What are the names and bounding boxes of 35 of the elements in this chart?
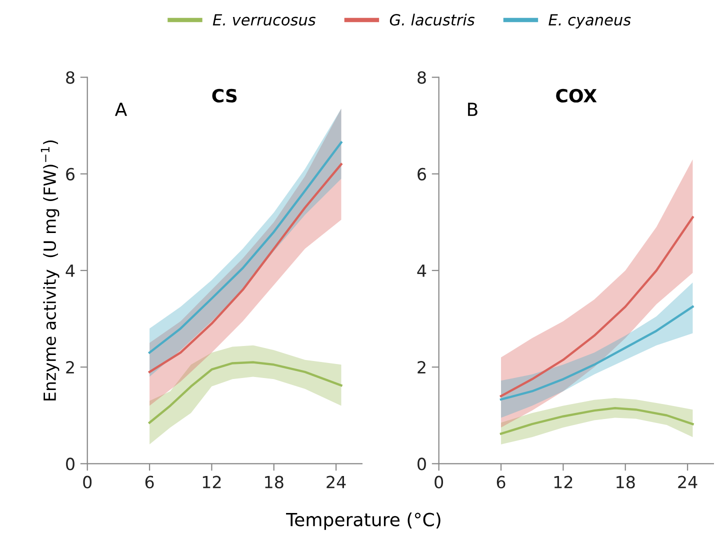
line-series bbox=[148, 361, 342, 424]
y-tick-label: 6 bbox=[66, 168, 75, 180]
y-tick-label: 8 bbox=[418, 71, 426, 84]
x-tick-label: 12 bbox=[202, 476, 221, 488]
x-tick-label: 0 bbox=[434, 476, 444, 488]
y-axis-title: Enzyme activity (U mg (FW)$^{−1}$) bbox=[40, 140, 60, 400]
y-tick-label: 4 bbox=[417, 264, 426, 277]
x-tick-label: 0 bbox=[83, 476, 92, 488]
x-tick-label: 18 bbox=[616, 476, 635, 488]
x-tick-label: 24 bbox=[678, 476, 698, 488]
y-tick-label: 2 bbox=[418, 361, 426, 374]
x-axis-title: Temperature (°C) bbox=[286, 512, 440, 530]
y-tick-label: 0 bbox=[66, 458, 74, 470]
legend-label: G. lacustris bbox=[390, 14, 475, 26]
x-tick-label: 12 bbox=[554, 476, 572, 488]
annotation: A bbox=[114, 102, 128, 116]
y-tick-label: 2 bbox=[66, 361, 74, 374]
line-series bbox=[500, 306, 694, 401]
legend-label: E. verrucosus bbox=[212, 14, 316, 26]
line-series bbox=[500, 407, 694, 435]
line-series bbox=[148, 163, 342, 374]
x-tick-label: 18 bbox=[265, 476, 284, 488]
x-tick-label: 24 bbox=[326, 476, 346, 488]
y-tick-label: 4 bbox=[66, 264, 75, 277]
annotation: B bbox=[468, 102, 478, 116]
line-series bbox=[500, 216, 694, 398]
text: CS bbox=[212, 88, 237, 103]
text: COX bbox=[556, 88, 597, 103]
y-tick-label: 6 bbox=[418, 168, 426, 180]
line-series bbox=[148, 141, 342, 354]
x-tick-label: 6 bbox=[145, 476, 154, 488]
y-tick-label: 8 bbox=[66, 71, 74, 84]
legend-label: E. cyaneus bbox=[548, 14, 631, 29]
y-tick-label: 0 bbox=[418, 458, 426, 470]
x-tick-label: 6 bbox=[496, 476, 506, 488]
